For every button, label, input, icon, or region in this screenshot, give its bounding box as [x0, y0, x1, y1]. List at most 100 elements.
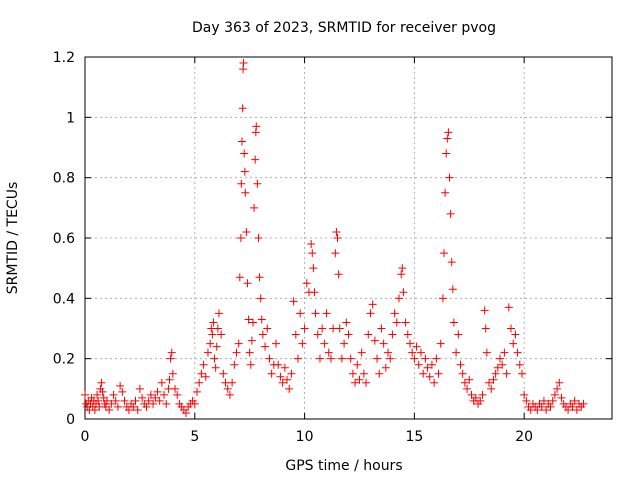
- data-point: [97, 378, 106, 387]
- data-point: [446, 209, 455, 218]
- data-point: [280, 363, 289, 372]
- data-point: [467, 390, 476, 399]
- data-point: [278, 378, 287, 387]
- data-point: [487, 384, 496, 393]
- data-point: [155, 396, 164, 405]
- data-point: [511, 330, 520, 339]
- data-point: [90, 405, 99, 414]
- data-point: [489, 375, 498, 384]
- data-point: [291, 330, 300, 339]
- data-point: [213, 324, 222, 333]
- data-point: [379, 339, 388, 348]
- data-point: [118, 387, 127, 396]
- data-point: [348, 369, 357, 378]
- data-point: [293, 354, 302, 363]
- axis-ticks: [84, 56, 612, 420]
- data-point: [228, 378, 237, 387]
- x-tick-label: 0: [81, 429, 90, 445]
- data-point: [274, 360, 283, 369]
- data-point: [94, 396, 103, 405]
- data-point: [142, 402, 151, 411]
- y-tick-label: 0.4: [53, 291, 75, 307]
- data-point: [324, 348, 333, 357]
- data-point: [447, 258, 456, 267]
- data-point: [498, 360, 507, 369]
- data-point: [160, 390, 169, 399]
- data-point: [151, 393, 160, 402]
- data-point: [572, 405, 581, 414]
- data-point: [133, 405, 142, 414]
- data-point: [441, 188, 450, 197]
- data-point: [485, 378, 494, 387]
- data-point: [149, 399, 158, 408]
- data-point: [496, 354, 505, 363]
- data-point: [138, 393, 147, 402]
- x-tick-label: 20: [515, 429, 533, 445]
- data-point: [408, 348, 417, 357]
- data-point: [546, 402, 555, 411]
- data-point: [454, 330, 463, 339]
- data-point: [236, 234, 245, 242]
- data-point: [548, 396, 557, 405]
- data-point: [570, 396, 579, 405]
- data-point: [515, 360, 524, 369]
- data-point: [442, 149, 451, 158]
- data-point: [331, 249, 340, 258]
- data-point: [465, 375, 474, 384]
- data-point: [313, 330, 322, 339]
- data-point: [223, 384, 232, 393]
- data-point: [111, 396, 120, 405]
- data-point: [553, 384, 562, 393]
- x-tick-label: 15: [405, 429, 423, 445]
- data-point: [412, 342, 421, 351]
- data-point: [427, 360, 436, 369]
- data-point: [245, 348, 254, 357]
- data-point: [445, 173, 454, 182]
- data-point: [533, 405, 542, 414]
- data-point: [436, 339, 445, 348]
- data-point: [357, 348, 366, 357]
- data-point: [542, 405, 551, 414]
- data-point: [203, 348, 212, 357]
- data-point: [449, 318, 458, 327]
- data-point: [219, 369, 228, 378]
- data-point: [416, 348, 425, 357]
- data-point: [116, 381, 125, 390]
- data-point: [401, 318, 410, 327]
- data-point: [421, 354, 430, 363]
- data-point: [520, 390, 529, 399]
- data-point: [210, 354, 219, 363]
- data-point: [242, 227, 251, 236]
- data-point: [197, 369, 206, 378]
- data-point: [272, 339, 281, 348]
- data-point: [344, 330, 353, 339]
- data-point: [225, 390, 234, 399]
- data-point: [135, 384, 144, 393]
- data-point: [550, 390, 559, 399]
- data-point: [168, 369, 177, 378]
- data-point: [232, 348, 241, 357]
- chart-title: Day 363 of 2023, SRMTID for receiver pvo…: [192, 20, 496, 36]
- data-point: [364, 330, 373, 339]
- data-point: [309, 264, 318, 273]
- data-point: [509, 339, 518, 348]
- data-point: [129, 402, 138, 411]
- data-point: [333, 234, 342, 242]
- data-point: [257, 315, 266, 324]
- data-point: [332, 227, 341, 236]
- data-point: [283, 375, 292, 384]
- data-point: [238, 104, 247, 113]
- data-point: [353, 360, 362, 369]
- y-tick-label: 0.6: [53, 231, 75, 247]
- data-point: [337, 354, 346, 363]
- data-point: [238, 137, 247, 146]
- data-point: [289, 297, 298, 306]
- data-point: [386, 354, 395, 363]
- data-point: [256, 294, 265, 303]
- data-point: [235, 273, 244, 282]
- data-point: [452, 348, 461, 357]
- data-point: [493, 363, 502, 372]
- data-point: [240, 149, 249, 158]
- data-point: [463, 384, 472, 393]
